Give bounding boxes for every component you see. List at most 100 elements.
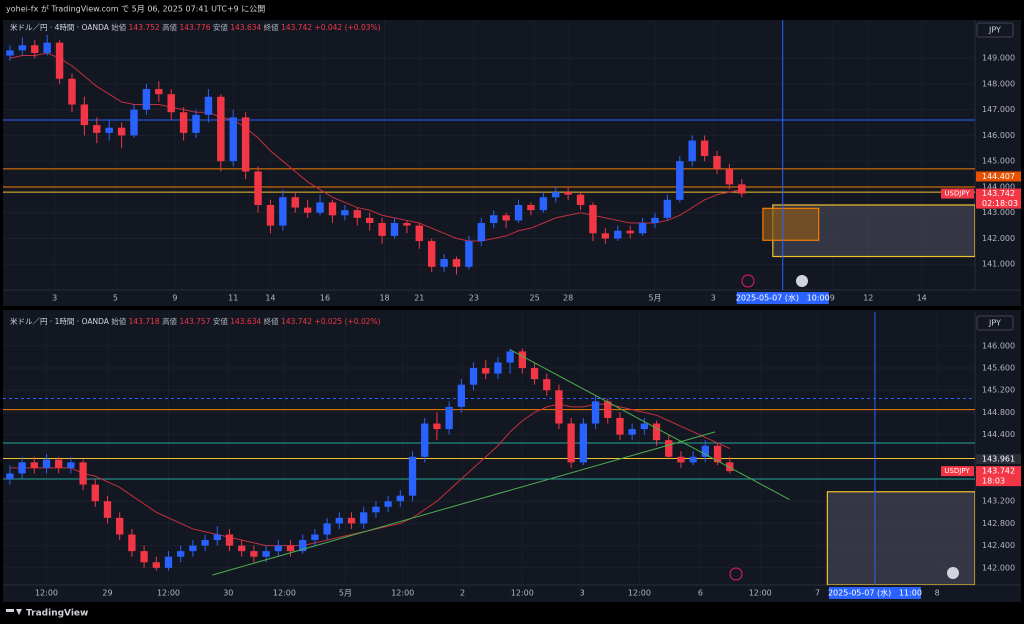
y-tick-label: 144.400 [982, 430, 1015, 439]
y-tick-label: 141.000 [982, 260, 1015, 269]
crosshair-label-bg [736, 292, 829, 304]
current-price: 143.742 [982, 467, 1015, 476]
y-tick-label: 142.000 [982, 563, 1015, 572]
x-tick-label: 12:00 [35, 589, 58, 598]
candle-body [677, 456, 685, 463]
x-tick-label: 7 [815, 589, 820, 598]
x-tick-label: 23 [469, 294, 479, 303]
candle-body [238, 545, 246, 552]
x-tick-label: 16 [320, 294, 330, 303]
candle-body [103, 501, 112, 518]
legend-item: 高値 [162, 316, 177, 326]
crosshair-label-bg [828, 587, 921, 599]
candle-body [30, 462, 38, 468]
crosshair-label: 2025-05-07 (水) 10:00 [736, 293, 830, 303]
candle-body [651, 217, 659, 224]
candle-body [31, 45, 39, 53]
candle-body [323, 523, 331, 535]
candle-body [452, 259, 461, 267]
currency-button[interactable] [976, 315, 1014, 331]
event-icon [741, 274, 755, 288]
plots: 141.000 142.000 143.000 144.000 145.000 146.0… [3, 20, 1021, 599]
candle-body [105, 127, 113, 133]
candle-body [116, 517, 124, 535]
candle-body [299, 540, 307, 552]
candle-body [601, 233, 610, 239]
candle-body [213, 534, 221, 541]
x-tick-label: 3 [52, 294, 57, 303]
candle-body [652, 423, 661, 441]
legend-item: 143.742 [281, 317, 312, 326]
x-tick-label: 14 [265, 294, 275, 303]
candle-body [250, 551, 258, 557]
candle-body [6, 473, 14, 480]
candle-body [576, 194, 585, 205]
currency-label[interactable]: JPY [988, 26, 1001, 35]
candle-body [79, 462, 87, 485]
candle-body [514, 204, 523, 221]
candle-body [117, 127, 126, 136]
x-tick-label: 11 [228, 294, 238, 303]
candle-body [689, 456, 697, 463]
candle-body [80, 104, 89, 126]
brand: TradingView [26, 609, 88, 619]
publish-info: yohei-fx が TradingView.com で 5月 06, 2025… [6, 4, 265, 14]
candle-body [262, 551, 270, 557]
candle-body [403, 223, 411, 226]
x-tick-label: 12:00 [391, 589, 414, 598]
candle-body [365, 217, 374, 224]
price-tag-label: 143.961 [982, 454, 1015, 463]
candle-body [688, 140, 696, 162]
candle-body [360, 512, 368, 524]
y-tick-label: 143.000 [982, 208, 1015, 217]
candle-body [201, 540, 209, 546]
candle-body [614, 230, 622, 239]
x-tick-label: 8 [935, 589, 940, 598]
candle-body [676, 161, 684, 200]
legend-item: 143.776 [179, 23, 210, 32]
legend-item: 始値 [111, 22, 126, 32]
x-tick-label: 30 [223, 589, 233, 598]
zone [762, 207, 820, 241]
legend-item: 始値 [111, 316, 126, 326]
trend-line [212, 431, 716, 576]
legend-item: 143.752 [129, 23, 160, 32]
candle-body [506, 351, 514, 363]
candle-body [665, 440, 673, 457]
candle-body [341, 210, 349, 216]
candle-body [179, 112, 188, 133]
candle-body [502, 215, 510, 221]
y-tick-label: 146.000 [982, 341, 1015, 350]
candle-body [465, 241, 473, 267]
x-tick-label: 5月 [648, 294, 661, 303]
candle-body [626, 230, 634, 234]
candle-body [279, 197, 287, 226]
candle-body [477, 223, 486, 242]
candle-body [328, 202, 337, 216]
symbol-tag-label: USDJPY [944, 467, 970, 475]
candle-body [42, 459, 51, 468]
legend-item: 143.634 [230, 23, 261, 32]
legend-item: +0.042 (+0.03%) [314, 23, 380, 32]
trend-line [509, 349, 790, 500]
candle-body [628, 429, 636, 435]
moving-average [9, 52, 742, 242]
y-tick-label: 142.400 [982, 541, 1015, 550]
currency-label[interactable]: JPY [988, 319, 1001, 328]
candle-body [433, 423, 441, 430]
candle-body [738, 184, 746, 194]
candle-body [589, 204, 597, 234]
candle-body [490, 215, 498, 224]
legend-item: 終値 [264, 316, 279, 326]
x-tick-label: 5月 [339, 589, 352, 598]
legend-item: 143.757 [179, 317, 210, 326]
candle-body [726, 462, 734, 472]
currency-button[interactable] [976, 22, 1014, 38]
y-tick-label: 146.000 [982, 131, 1015, 140]
candle-body [286, 545, 295, 552]
current-price: 143.742 [982, 189, 1015, 198]
candle-body [384, 501, 392, 507]
symbol-tag [941, 188, 974, 199]
candle-body [713, 156, 721, 169]
ohlc-legend: 米ドル／円 · 1時間 · OANDA 始値 143.718 高値 143.75… [10, 316, 381, 326]
